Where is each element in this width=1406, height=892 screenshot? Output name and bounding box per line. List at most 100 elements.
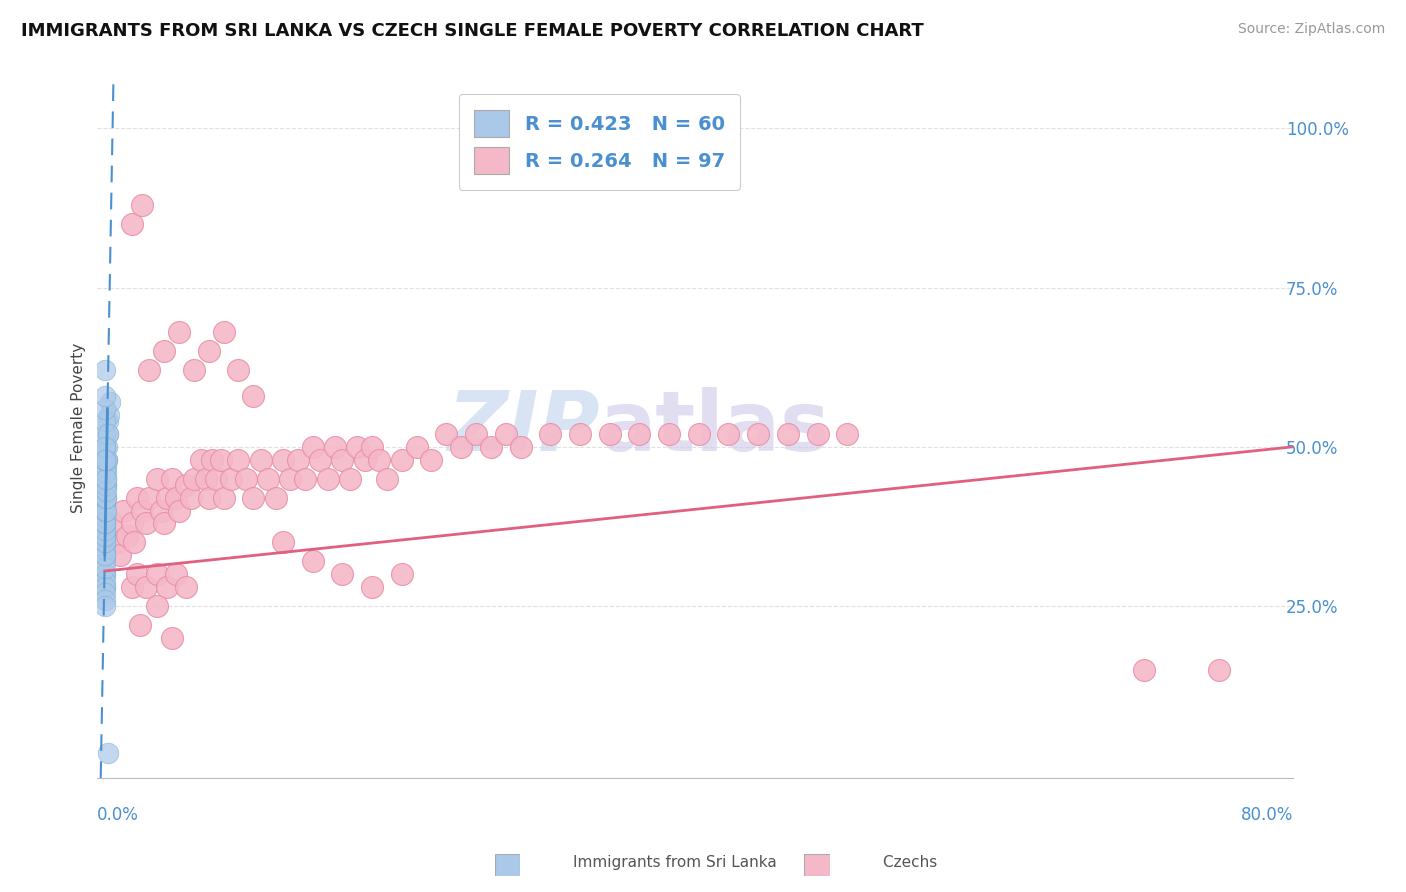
- Point: [212, 491, 235, 505]
- Point: [94, 529, 117, 543]
- Point: [150, 503, 173, 517]
- Text: ZIP: ZIP: [447, 387, 599, 468]
- Point: [108, 548, 131, 562]
- Text: Czechs: Czechs: [844, 855, 936, 870]
- Point: [205, 472, 228, 486]
- Point: [180, 491, 202, 505]
- Point: [368, 452, 391, 467]
- Point: [176, 580, 198, 594]
- Y-axis label: Single Female Poverty: Single Female Poverty: [72, 343, 86, 513]
- Point: [405, 440, 427, 454]
- Point: [115, 529, 138, 543]
- Point: [96, 452, 118, 467]
- Point: [361, 440, 384, 454]
- Point: [94, 484, 117, 499]
- Point: [688, 427, 710, 442]
- Point: [309, 452, 332, 467]
- Point: [391, 567, 413, 582]
- Point: [94, 523, 117, 537]
- Point: [495, 427, 517, 442]
- Point: [156, 491, 179, 505]
- Point: [94, 478, 117, 492]
- Point: [339, 472, 361, 486]
- Point: [96, 452, 118, 467]
- Point: [94, 592, 117, 607]
- Point: [837, 427, 859, 442]
- Point: [94, 363, 117, 377]
- Point: [209, 452, 232, 467]
- Point: [153, 344, 176, 359]
- Point: [183, 472, 205, 486]
- Point: [94, 574, 117, 588]
- Point: [94, 554, 117, 568]
- Point: [94, 491, 117, 505]
- Point: [160, 631, 183, 645]
- Point: [242, 491, 264, 505]
- Point: [97, 746, 120, 760]
- Point: [479, 440, 502, 454]
- Point: [271, 452, 294, 467]
- Point: [94, 529, 117, 543]
- Point: [94, 523, 117, 537]
- Point: [94, 491, 117, 505]
- Point: [94, 548, 117, 562]
- Point: [538, 427, 561, 442]
- Point: [94, 503, 117, 517]
- Point: [127, 491, 149, 505]
- Point: [353, 452, 375, 467]
- Point: [450, 440, 472, 454]
- Point: [138, 363, 160, 377]
- Point: [129, 618, 152, 632]
- Point: [94, 535, 117, 549]
- Point: [271, 535, 294, 549]
- Point: [1208, 663, 1230, 677]
- Point: [806, 427, 828, 442]
- Point: [599, 427, 621, 442]
- Point: [94, 427, 117, 442]
- Point: [94, 401, 117, 416]
- Point: [190, 452, 212, 467]
- Point: [194, 472, 217, 486]
- Point: [98, 408, 121, 422]
- Point: [94, 586, 117, 600]
- Point: [228, 363, 250, 377]
- Point: [94, 497, 117, 511]
- Text: 80.0%: 80.0%: [1240, 806, 1292, 824]
- Point: [717, 427, 740, 442]
- Point: [94, 516, 117, 531]
- Point: [94, 472, 117, 486]
- Point: [105, 535, 128, 549]
- Point: [94, 491, 117, 505]
- Point: [94, 561, 117, 575]
- Point: [183, 363, 205, 377]
- Point: [131, 198, 153, 212]
- Point: [94, 580, 117, 594]
- Text: 0.0%: 0.0%: [97, 806, 139, 824]
- Point: [121, 580, 143, 594]
- Point: [323, 440, 346, 454]
- Point: [201, 452, 224, 467]
- Point: [97, 427, 120, 442]
- Point: [212, 325, 235, 339]
- Point: [280, 472, 302, 486]
- Legend: R = 0.423   N = 60, R = 0.264   N = 97: R = 0.423 N = 60, R = 0.264 N = 97: [458, 95, 741, 190]
- Point: [135, 580, 157, 594]
- Point: [145, 599, 167, 613]
- Point: [776, 427, 799, 442]
- Point: [94, 452, 117, 467]
- Point: [301, 440, 323, 454]
- Point: [94, 452, 117, 467]
- Point: [97, 414, 120, 428]
- Point: [121, 516, 143, 531]
- Point: [131, 503, 153, 517]
- Point: [420, 452, 443, 467]
- Point: [94, 548, 117, 562]
- Point: [94, 516, 117, 531]
- Point: [97, 427, 120, 442]
- Text: atlas: atlas: [599, 387, 830, 468]
- Point: [94, 465, 117, 479]
- Text: Source: ZipAtlas.com: Source: ZipAtlas.com: [1237, 22, 1385, 37]
- Point: [96, 472, 118, 486]
- Point: [94, 509, 117, 524]
- Point: [249, 452, 271, 467]
